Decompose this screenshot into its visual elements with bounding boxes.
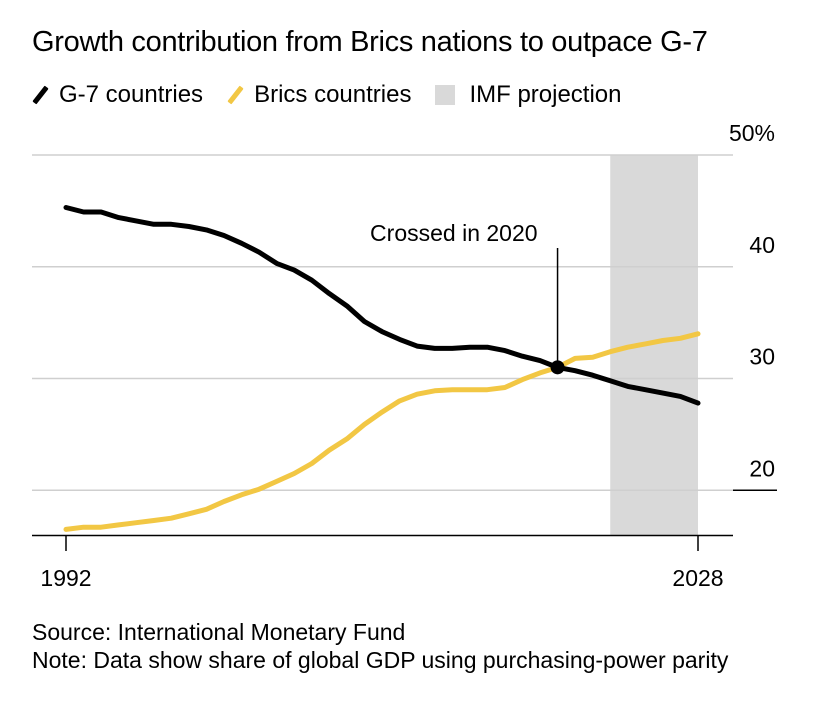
data-note: Note: Data show share of global GDP usin… [32,647,729,673]
legend-label-brics: Brics countries [254,81,412,108]
legend-label-imf-projection: IMF projection [469,81,622,108]
legend-item-brics: Brics countries [227,81,411,109]
x-tick-label: 1992 [40,565,91,591]
legend-label-g7: G-7 countries [59,81,204,108]
crossover-point [550,360,565,375]
legend-item-g7: G-7 countries [32,81,203,109]
series-line-g7 [63,205,701,406]
x-tick-label: 2028 [672,565,723,591]
line-chart: 50% 40 30 20 1992 2028 Crossed in 2020 [32,120,777,591]
series-line-brics [63,331,701,532]
y-tick-label: 30 [749,344,775,370]
chart-footer: Source: International Monetary Fund Note… [32,618,802,674]
source-note: Source: International Monetary Fund [32,619,406,645]
chart-title: Growth contribution from Brics nations t… [32,26,708,58]
y-tick-label: 50% [729,120,775,146]
chart-legend: G-7 countries Brics countries IMF projec… [32,80,646,110]
y-tick-label: 40 [749,232,775,258]
projection-shading [610,155,698,535]
annotation-label: Crossed in 2020 [370,220,538,246]
legend-swatch-imf-projection [435,85,456,105]
legend-item-imf-projection: IMF projection [435,81,622,109]
y-tick-label: 20 [749,455,775,481]
